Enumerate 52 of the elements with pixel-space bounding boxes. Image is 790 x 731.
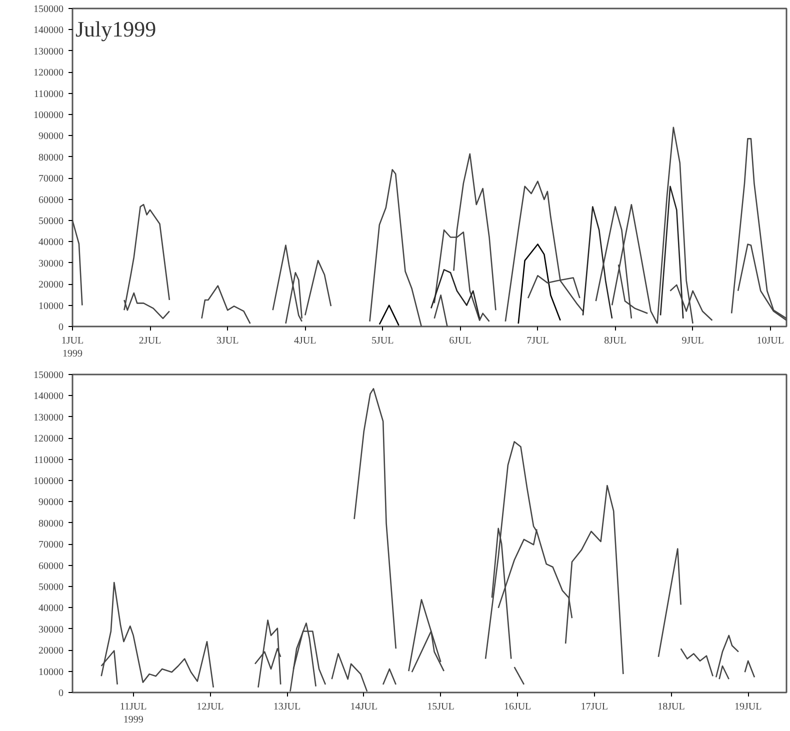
y-tick-label: 100000 [34,476,64,487]
x-tick-label: 8JUL [604,336,626,346]
y-tick-label: 100000 [34,110,64,121]
x-tick-label: 16JUL [504,702,532,712]
x-tick-label: 2JUL [138,336,162,346]
x-tick-label: 3JUL [216,336,239,346]
y-tick-label: 90000 [38,131,64,142]
x-tick-label: 14JUL [350,702,378,712]
y-tick-label: 30000 [38,624,64,636]
y-tick-label: 130000 [34,46,64,58]
y-tick-label: 50000 [38,216,64,227]
y-tick-label: 40000 [38,603,64,614]
y-tick-label: 0 [58,322,64,333]
y-tick-label: 10000 [38,666,64,678]
y-tick-label: 150000 [34,4,64,15]
y-tick-label: 50000 [38,582,64,593]
x-tick-label: 15JUL [427,702,454,712]
x-tick-label: 1JUL 1999 [61,336,84,360]
y-tick-label: 80000 [38,518,64,530]
y-tick-label: 20000 [38,646,64,657]
x-tick-label: 5JUL [372,336,394,346]
y-tick-label: 140000 [34,25,64,36]
x-tick-label: 19JUL [734,702,762,712]
chart-title: July1999 [76,16,156,42]
y-tick-label: 110000 [34,454,64,466]
y-tick-label: 70000 [38,174,64,185]
x-tick-label: 9JUL [682,336,704,346]
y-tick-label: 90000 [38,497,64,508]
y-tick-label: 60000 [38,560,64,572]
y-tick-label: 40000 [38,237,64,248]
y-tick-label: 30000 [38,258,64,270]
y-tick-label: 120000 [34,434,64,445]
x-tick-label: 11JUL 1999 [120,702,147,726]
x-tick-label: 12JUL [196,702,224,712]
y-tick-label: 150000 [34,370,64,381]
y-tick-label: 10000 [38,300,64,312]
x-tick-label: 6JUL [449,336,472,346]
x-tick-label: 13JUL [273,702,301,712]
y-tick-label: 140000 [34,391,64,402]
y-tick-label: 20000 [38,280,64,291]
y-tick-label: 60000 [38,194,64,206]
x-tick-label: 7JUL [526,336,549,346]
x-tick-label: 10JUL [756,336,784,346]
x-tick-label: 18JUL [658,702,685,712]
y-tick-label: 70000 [38,540,64,551]
y-tick-label: 120000 [34,68,64,79]
y-tick-label: 110000 [34,88,64,100]
x-tick-label: 17JUL [580,702,608,712]
x-tick-label: 4JUL [294,336,316,346]
y-tick-label: 80000 [38,152,64,164]
y-tick-label: 130000 [34,412,64,424]
y-tick-label: 0 [58,688,64,699]
